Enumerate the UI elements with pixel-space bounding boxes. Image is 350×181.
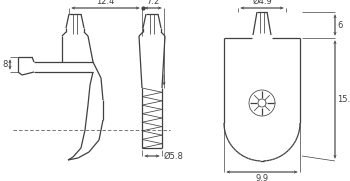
Text: 8: 8 (3, 60, 8, 69)
Text: 15.5: 15.5 (337, 95, 350, 104)
Text: 12.4: 12.4 (96, 0, 115, 6)
Text: Ø4.9: Ø4.9 (252, 0, 272, 6)
Text: 7.2: 7.2 (146, 0, 160, 6)
Text: Ø5.8: Ø5.8 (164, 151, 184, 161)
Text: 6: 6 (337, 20, 342, 30)
Text: 9.9: 9.9 (256, 174, 268, 181)
